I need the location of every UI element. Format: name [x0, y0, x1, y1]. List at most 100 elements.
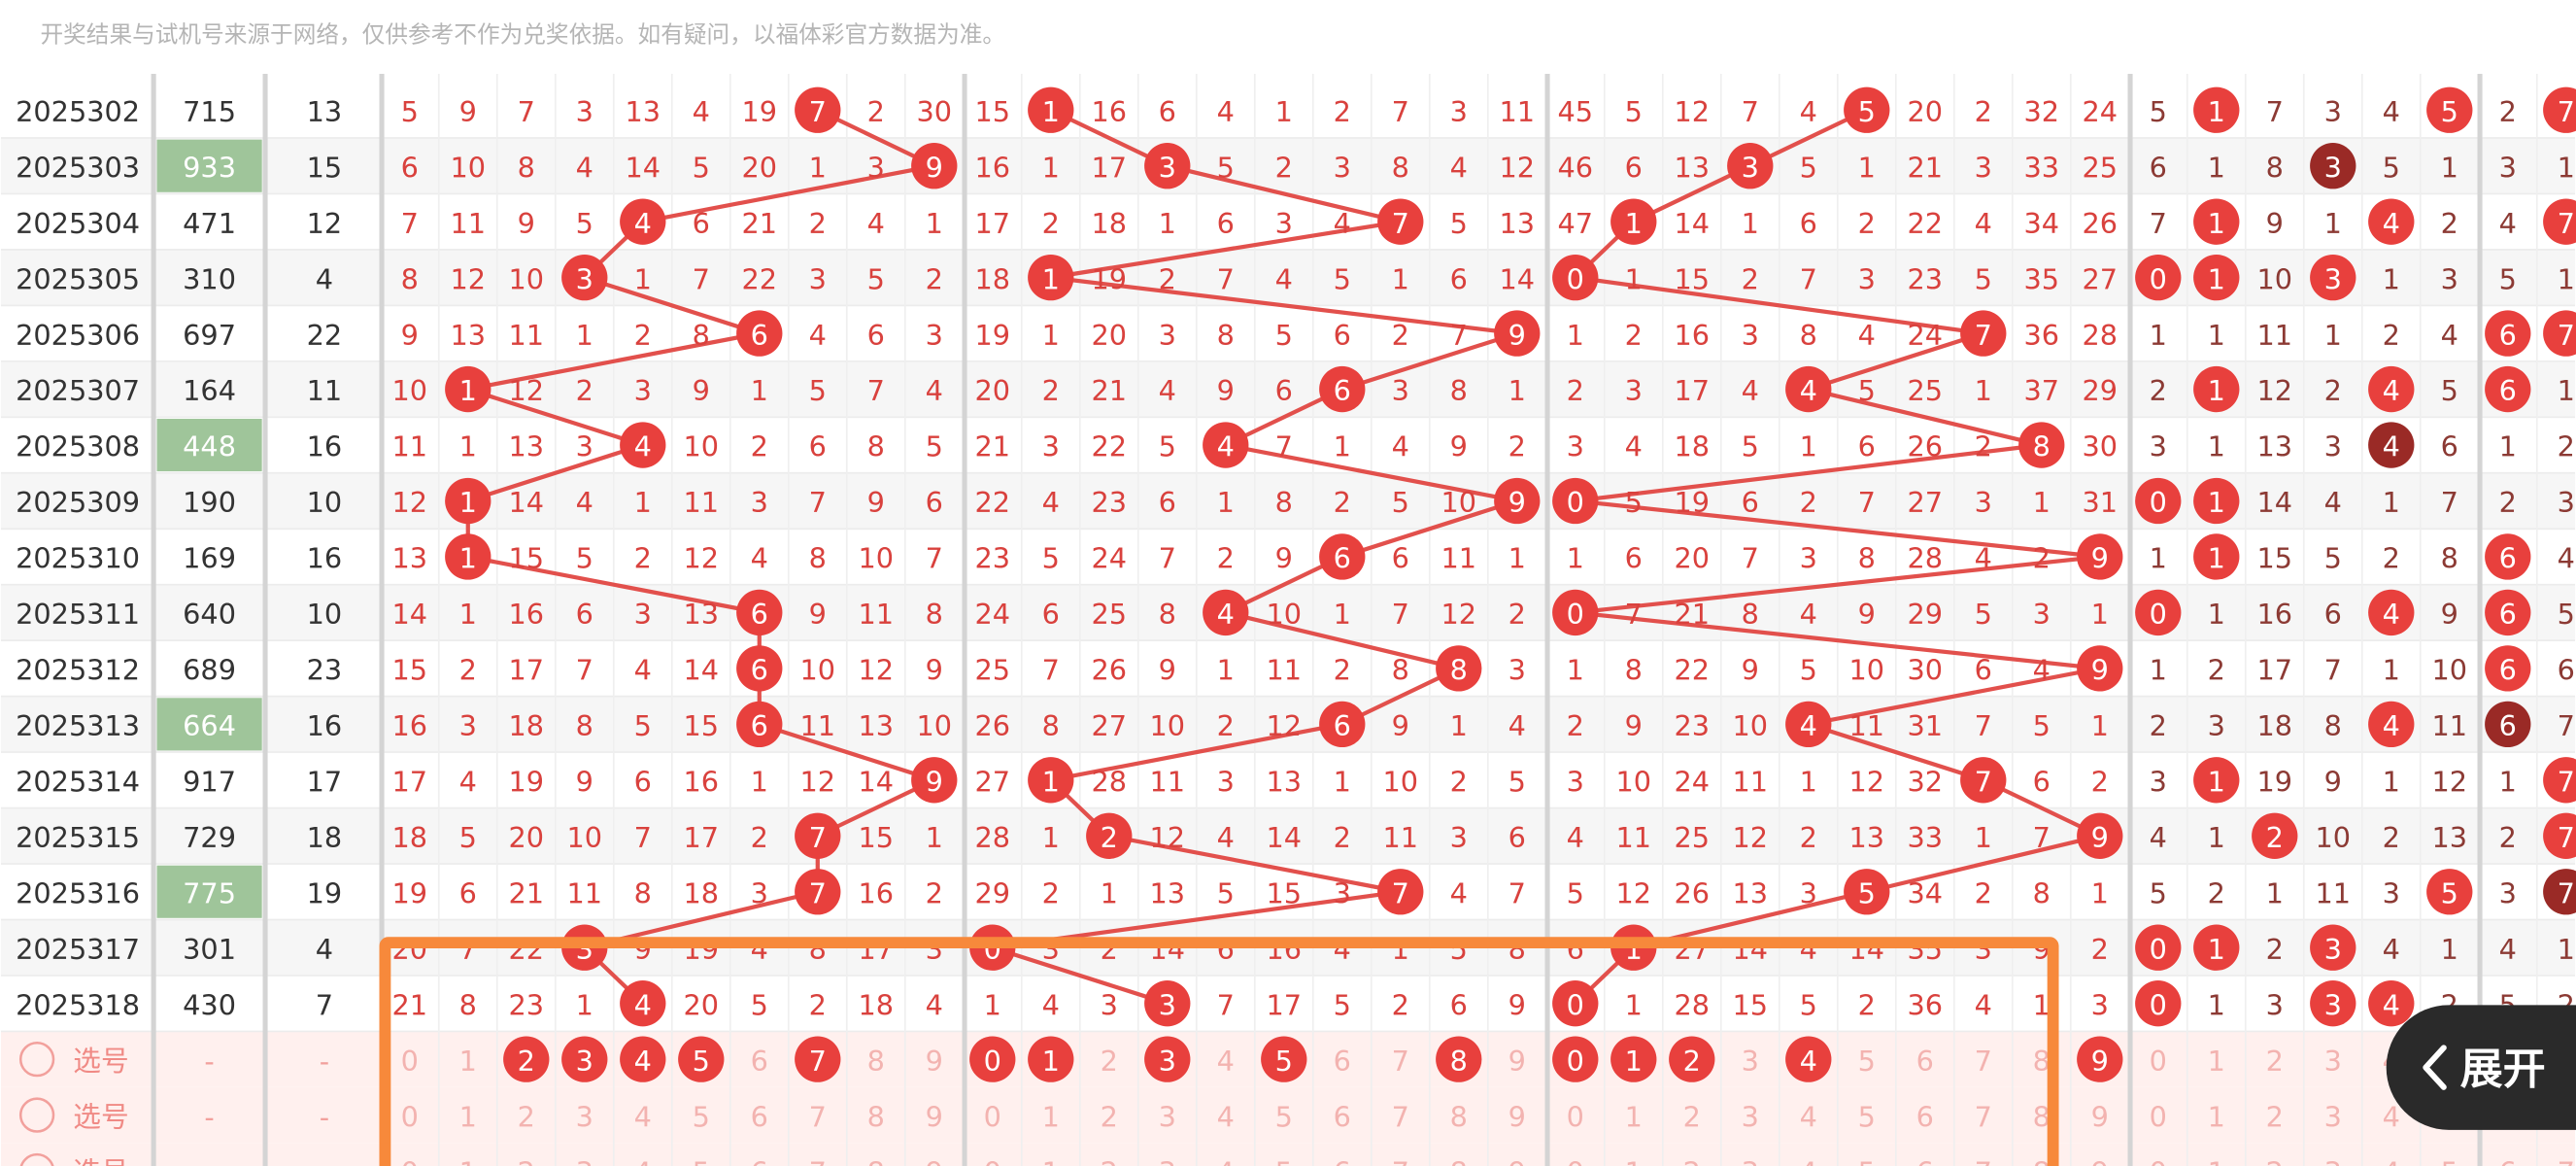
omission-number: 3 [1742, 319, 1759, 352]
test-number: 190 [183, 486, 236, 519]
omission-number: 5 [809, 374, 827, 407]
ball-number: 1 [1042, 1045, 1060, 1078]
ball-number: 4 [2383, 374, 2400, 407]
omission-number: 1 [2150, 319, 2167, 352]
omission-number: 6 [634, 766, 652, 799]
omission-number: 6 [2324, 598, 2342, 631]
omission-number: 6 [2441, 430, 2458, 463]
omission-number: 14 [509, 486, 545, 519]
omission-number: 7 [1392, 598, 1409, 631]
omission-number: 1 [751, 766, 768, 799]
omission-number: 2 [1334, 654, 1351, 687]
omission-number: 13 [1849, 821, 1885, 854]
ball [1844, 869, 1890, 915]
ball [1144, 1036, 1191, 1082]
omission-number: 29 [975, 876, 1011, 909]
ball-number: 0 [1567, 598, 1584, 631]
ball [1319, 533, 1366, 580]
omission-number: 4 [459, 766, 477, 799]
omission-number: 29 [1908, 598, 1944, 631]
omission-number: 3 [1450, 95, 1468, 128]
ball [2135, 477, 2182, 525]
omission-number: 13 [2257, 430, 2293, 463]
pick-digit: 3 [2324, 1100, 2342, 1133]
pick-digit: 2 [1101, 1045, 1118, 1078]
ball-number: 3 [576, 1045, 593, 1078]
pick-digit: 9 [1508, 1045, 1526, 1078]
omission-number: 28 [2083, 319, 2118, 352]
pick-digit: 0 [1567, 1100, 1584, 1133]
ball-number: 4 [2383, 207, 2400, 240]
pick-digit: 2 [518, 1100, 535, 1133]
omission-number: 5 [1334, 262, 1351, 295]
omission-number: 20 [509, 821, 545, 854]
omission-number: 1 [2266, 876, 2284, 909]
omission-number: 5 [2033, 709, 2051, 742]
omission-number: 3 [2383, 876, 2400, 909]
pick-digit: 5 [1858, 1100, 1876, 1133]
omission-number: 12 [800, 766, 836, 799]
sum: 17 [307, 766, 343, 799]
issue: 2025306 [16, 319, 140, 352]
pick-row-bg [0, 1086, 2576, 1144]
omission-number: 17 [509, 654, 545, 687]
test-number: 917 [183, 766, 236, 799]
row-bg [0, 807, 2576, 865]
omission-number: 5 [1800, 654, 1817, 687]
omission-number: 26 [1908, 430, 1944, 463]
omission-number: 23 [1092, 486, 1128, 519]
omission-number: 32 [1908, 766, 1944, 799]
omission-number: 7 [1217, 262, 1235, 295]
omission-number: 12 [1616, 876, 1652, 909]
omission-number: 4 [1858, 319, 1876, 352]
omission-number: 1 [634, 486, 652, 519]
omission-number: 6 [401, 151, 419, 184]
ball [1086, 812, 1133, 859]
omission-number: 4 [2150, 821, 2167, 854]
omission-number: 8 [809, 542, 827, 575]
omission-number: 7 [2441, 486, 2458, 519]
omission-number: 10 [509, 262, 545, 295]
pick-digit: 8 [2033, 1156, 2051, 1166]
pick-dash: - [320, 1100, 329, 1133]
omission-number: 9 [459, 95, 477, 128]
omission-number: 13 [1150, 876, 1186, 909]
ball-number: 3 [1159, 988, 1176, 1021]
pick-digit: 4 [1217, 1045, 1235, 1078]
omission-number: 26 [2083, 207, 2118, 240]
omission-number: 2 [1042, 374, 1060, 407]
ball [2485, 701, 2531, 748]
omission-number: 4 [1567, 821, 1584, 854]
ball-number: 0 [1567, 988, 1584, 1021]
pick-digit: 0 [984, 1156, 1001, 1166]
omission-number: 28 [1675, 988, 1711, 1021]
omission-number: 1 [459, 430, 477, 463]
omission-number: 1 [809, 151, 827, 184]
omission-number: 4 [1334, 207, 1351, 240]
expand-button-bg[interactable] [2386, 1005, 2576, 1130]
sum: 22 [307, 319, 343, 352]
omission-number: 1 [1392, 262, 1409, 295]
omission-number: 3 [2033, 598, 2051, 631]
omission-number: 7 [1800, 262, 1817, 295]
omission-number: 3 [1450, 821, 1468, 854]
test-number: 715 [183, 95, 236, 128]
omission-number: 1 [576, 988, 593, 1021]
omission-number: 1 [2208, 430, 2225, 463]
ball [2543, 198, 2576, 245]
omission-number: 6 [1800, 207, 1817, 240]
omission-number: 2 [926, 262, 943, 295]
expand-button[interactable]: 展开 [2386, 1005, 2576, 1130]
ball [1436, 645, 1482, 692]
ball [620, 422, 666, 468]
omission-number: 2 [1334, 95, 1351, 128]
pick-digit: 2 [1101, 1100, 1118, 1133]
expand-label[interactable]: 展开 [2460, 1045, 2546, 1094]
ball [620, 980, 666, 1027]
omission-number: 5 [1742, 430, 1759, 463]
pick-digit: 3 [576, 1156, 593, 1166]
ball-number: 1 [459, 542, 477, 575]
pick-digit: 0 [984, 1100, 1001, 1133]
omission-number: 13 [859, 709, 895, 742]
omission-number: 21 [509, 876, 545, 909]
